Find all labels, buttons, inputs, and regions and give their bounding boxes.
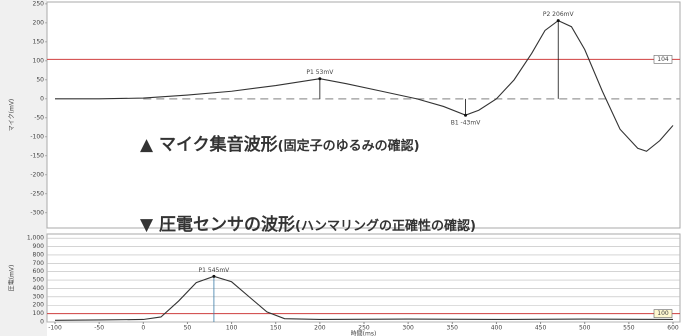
caption-sub: (固定子のゆるみの確認) (277, 139, 420, 154)
x-tick-label: -100 (48, 325, 62, 332)
x-tick-label: 250 (358, 325, 370, 332)
y-tick-label: 100 (33, 57, 45, 64)
peak-point (464, 113, 468, 117)
x-tick-label: 50 (184, 325, 192, 332)
plot-area (46, 233, 681, 323)
y-tick-label: 0 (40, 319, 44, 326)
y-tick-label: 700 (33, 260, 45, 267)
peak-point (556, 19, 560, 23)
y-tick-label: -250 (30, 190, 44, 197)
y-tick-label: 600 (33, 268, 45, 275)
y-tick-label: 500 (33, 277, 45, 284)
y-tick-label: -300 (30, 209, 44, 216)
y-tick-label: -50 (34, 114, 44, 121)
peak-point (318, 77, 322, 81)
threshold-box (653, 309, 673, 318)
y-tick-label: 200 (33, 19, 45, 26)
threshold-label: 100 (657, 310, 669, 317)
x-tick-label: 200 (314, 325, 326, 332)
waveform (55, 19, 674, 152)
y-tick-label: 250 (33, 0, 45, 7)
x-tick-label: 400 (491, 325, 503, 332)
x-tick-label: 100 (226, 325, 238, 332)
y-axis-label: 圧電(mV) (9, 265, 16, 292)
peak-label: B1 -43mV (451, 120, 481, 127)
x-tick-label: 350 (447, 325, 459, 332)
caption-main: ▲ マイク集音波形 (140, 135, 278, 155)
x-tick-label: 550 (623, 325, 635, 332)
caption: ▼ 圧電センサの波形(ハンマリングの正確性の確認) (140, 210, 476, 235)
x-axis-label: 時間(ms) (351, 330, 377, 336)
x-tick-label: 300 (402, 325, 414, 332)
x-tick-label: 0 (141, 325, 145, 332)
x-tick-label: -50 (94, 325, 104, 332)
caption: ▲ マイク集音波形(固定子のゆるみの確認) (140, 130, 420, 155)
y-tick-label: -150 (30, 152, 44, 159)
y-tick-label: 0 (40, 95, 44, 102)
y-tick-label: 400 (33, 285, 45, 292)
threshold-label: 104 (657, 56, 669, 63)
peak-label: P1 53mV (306, 69, 334, 76)
x-tick-label: 600 (667, 325, 679, 332)
y-tick-label: 150 (33, 38, 45, 45)
y-tick-label: 200 (33, 302, 45, 309)
y-tick-label: 900 (33, 243, 45, 250)
x-tick-label: 150 (270, 325, 282, 332)
y-axis-label: マイク(mV) (9, 99, 16, 132)
peak-point (212, 274, 216, 278)
y-tick-label: -100 (30, 133, 44, 140)
left-panel (0, 0, 47, 336)
x-tick-label: 450 (535, 325, 547, 332)
caption-sub: (ハンマリングの正確性の確認) (295, 219, 476, 234)
peak-label: P2 206mV (543, 11, 575, 18)
threshold-box (653, 55, 673, 64)
y-tick-label: 50 (36, 76, 44, 83)
x-tick-label: 500 (579, 325, 591, 332)
plot-area (46, 1, 681, 229)
waveform (54, 275, 674, 321)
y-tick-label: 300 (33, 293, 45, 300)
peak-label: P1 545mV (199, 267, 231, 274)
y-tick-label: 100 (33, 310, 45, 317)
y-tick-label: 1,000 (27, 235, 44, 242)
y-tick-label: 800 (33, 251, 45, 258)
caption-main: ▼ 圧電センサの波形 (140, 215, 295, 235)
y-tick-label: -200 (30, 171, 44, 178)
